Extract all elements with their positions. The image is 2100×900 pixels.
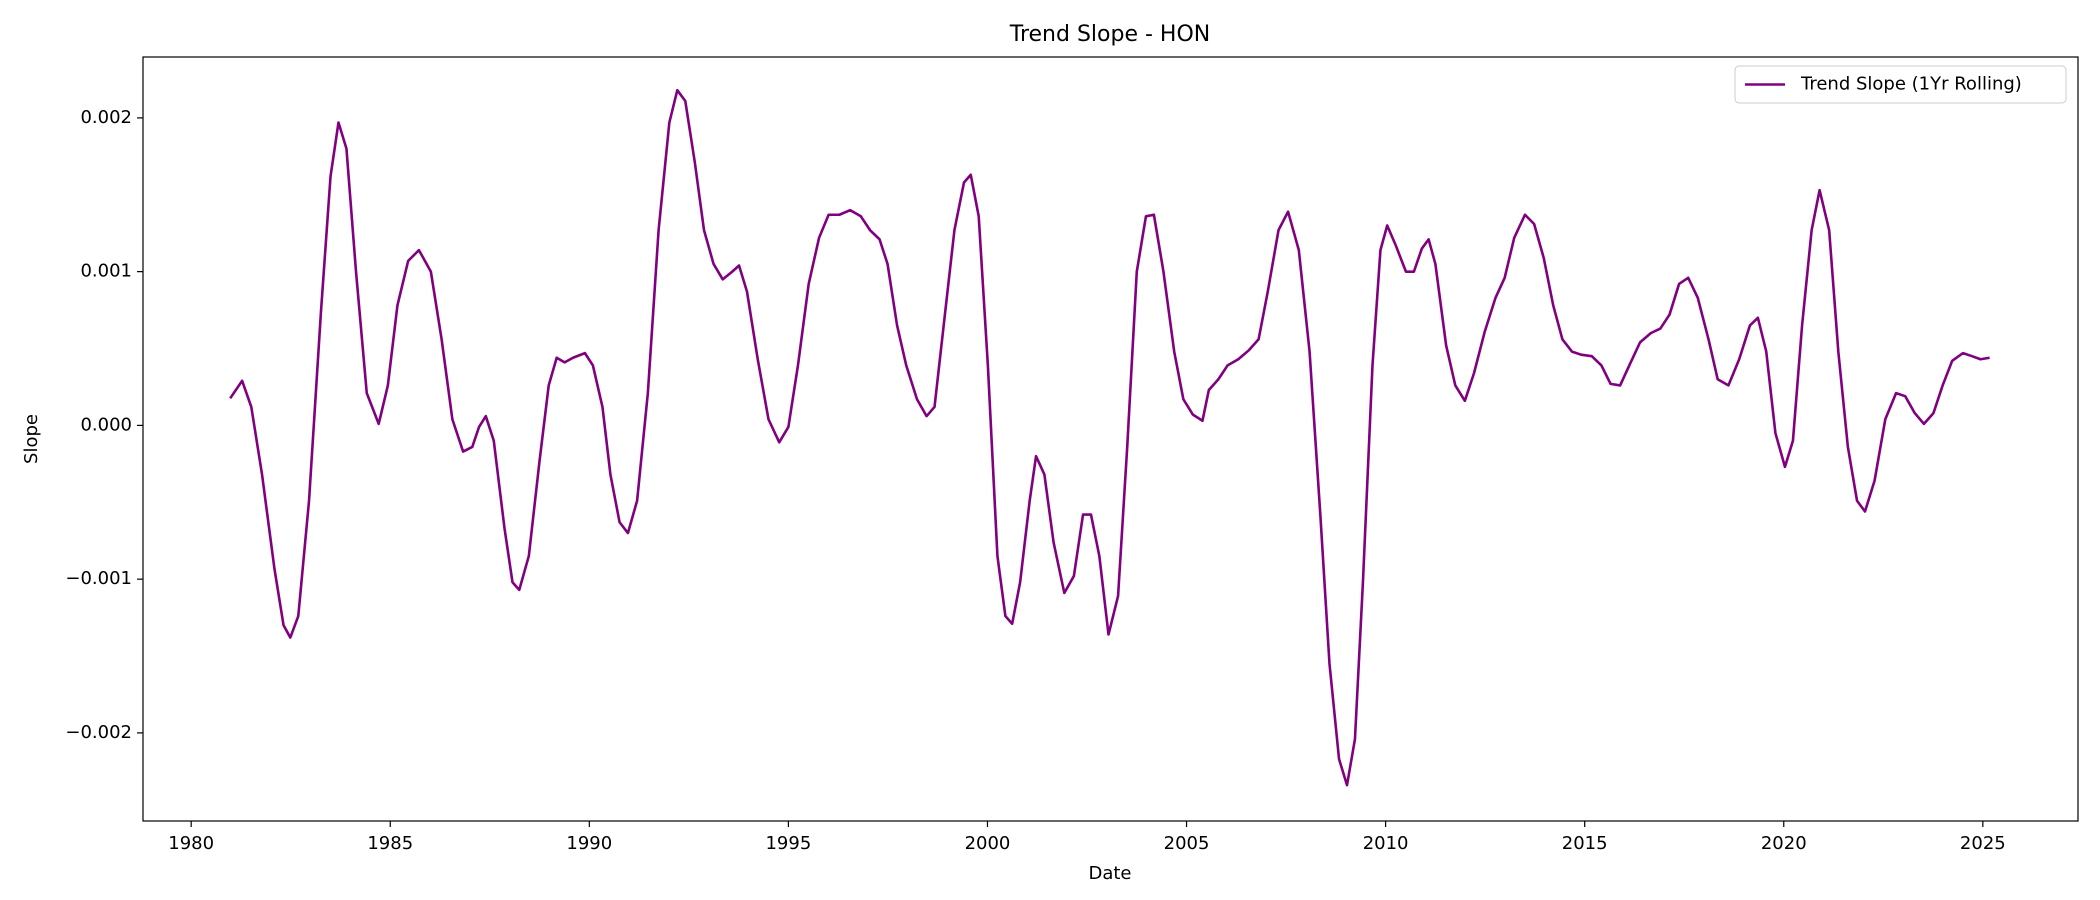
y-tick-label: −0.002 (65, 722, 132, 743)
y-tick-label: −0.001 (65, 568, 132, 589)
y-tick-label: 0.000 (80, 414, 132, 435)
y-tick-label: 0.002 (80, 107, 132, 128)
legend-box (1734, 65, 2067, 104)
y-tick-label: 0.001 (80, 261, 132, 282)
x-tick-label: 2020 (1761, 833, 1807, 854)
x-axis-label: Date (1088, 863, 1131, 884)
x-tick-label: 2010 (1363, 833, 1409, 854)
x-tick-label: 1985 (367, 833, 413, 854)
chart-title: Trend Slope - HON (1009, 22, 1210, 47)
x-tick-label: 2000 (965, 833, 1011, 854)
plot-frame (142, 56, 2079, 822)
x-tick-label: 1980 (168, 833, 214, 854)
x-tick-label: 2015 (1562, 833, 1608, 854)
legend-label: Trend Slope (1Yr Rolling) (1800, 74, 2022, 95)
trend-line (229, 88, 1990, 787)
y-axis-label: Slope (21, 414, 42, 464)
x-tick-label: 2005 (1164, 833, 1210, 854)
x-tick-label: 1995 (765, 833, 811, 854)
x-tick-label: 1990 (566, 833, 612, 854)
x-tick-label: 2025 (1960, 833, 2006, 854)
